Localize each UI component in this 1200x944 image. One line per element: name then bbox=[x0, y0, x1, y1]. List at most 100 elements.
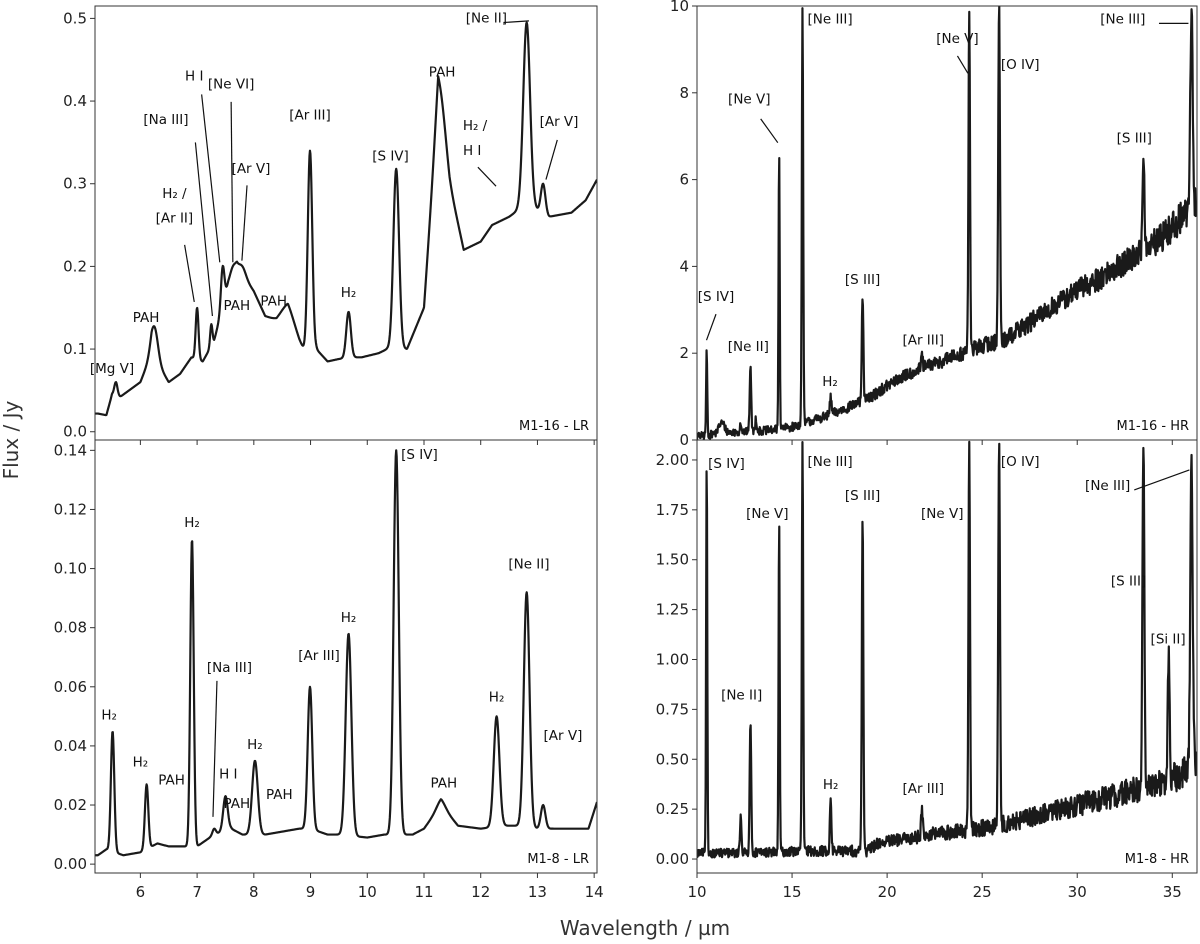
chart-panel-m1-8-hr: 0.00 0.25 0.50 0.75 1.00 1.25 1.50 1.75 2.00 10 15… bbox=[656, 439, 1198, 901]
chart-panel-m1-16-hr: 0 2 4 6 8 10 [S IV] [Ne II] [Ne V] [Ne III] H₂ [S I… bbox=[670, 0, 1198, 449]
line-annotation-label: H I bbox=[185, 68, 203, 84]
y-tick-label: 2 bbox=[679, 344, 689, 362]
line-annotation-label: [Ne III] bbox=[1085, 478, 1130, 494]
x-tick-label: 13 bbox=[528, 883, 547, 901]
line-annotation-label: [Ne II] bbox=[508, 557, 549, 573]
line-annotation-label: [O IV] bbox=[1001, 57, 1040, 73]
spectrum-line bbox=[697, 6, 1197, 440]
line-annotation-label: H₂ bbox=[101, 707, 117, 723]
line-annotation-label: [Na III] bbox=[143, 112, 188, 128]
plot-frame bbox=[94, 439, 598, 874]
line-annotation-label: [S IV] bbox=[708, 456, 745, 472]
line-annotation-label: PAH bbox=[158, 772, 185, 788]
x-tick-label: 25 bbox=[973, 883, 992, 901]
y-tick-label: 8 bbox=[679, 84, 689, 102]
line-annotation-label: [Ne VI] bbox=[208, 77, 254, 93]
x-tick-label: 10 bbox=[687, 883, 706, 901]
x-tick-label: 12 bbox=[471, 883, 490, 901]
y-tick-label: 4 bbox=[679, 257, 689, 275]
line-annotation-label: H I bbox=[219, 766, 237, 782]
line-annotation-label: [S III] bbox=[845, 488, 880, 504]
annotation-leader-line bbox=[477, 166, 497, 187]
y-tick-label: 0.02 bbox=[54, 796, 87, 814]
line-annotation-label: [Ar III] bbox=[298, 648, 340, 664]
chart-panel-m1-8-lr: 0.00 0.02 0.04 0.06 0.08 0.10 0.12 0.14 6 7 8 9 10 11… bbox=[54, 439, 604, 901]
line-annotation-label: H₂ bbox=[247, 737, 263, 753]
y-tick-label: 1.50 bbox=[656, 551, 689, 569]
y-tick-label: 0.04 bbox=[54, 737, 87, 755]
line-annotation-label: [Si II] bbox=[1151, 632, 1186, 648]
y-tick-label: 0.00 bbox=[656, 850, 689, 868]
line-annotation-label: H₂ / bbox=[162, 186, 187, 202]
line-annotation-label: [S III] bbox=[1117, 131, 1152, 147]
annotation-leader-line bbox=[194, 142, 214, 317]
line-annotation-label: [Ne II] bbox=[728, 339, 769, 355]
line-annotation-label: PAH bbox=[431, 775, 458, 791]
y-tick-label: 1.75 bbox=[656, 501, 689, 519]
line-annotation-label: PAH bbox=[223, 796, 250, 812]
x-tick-label: 15 bbox=[783, 883, 802, 901]
line-annotation-label: [S III] bbox=[845, 272, 880, 288]
spectrum-line bbox=[95, 449, 597, 857]
x-tick-label: 14 bbox=[585, 883, 604, 901]
x-tick-label: 20 bbox=[878, 883, 897, 901]
line-annotation-label: [Ne V] bbox=[936, 31, 978, 47]
y-tick-label: 0.50 bbox=[656, 750, 689, 768]
line-annotation-label: [Ar III] bbox=[902, 333, 944, 349]
line-annotation-label: PAH bbox=[429, 64, 456, 80]
line-annotation-label: [S IV] bbox=[401, 447, 438, 463]
line-annotation-label: [Ar III] bbox=[902, 781, 944, 797]
y-tick-label: 0.1 bbox=[63, 340, 87, 358]
spectrum-line bbox=[95, 21, 597, 417]
line-annotation-label: H₂ bbox=[822, 374, 838, 390]
line-annotation-label: [Ne V] bbox=[921, 506, 963, 522]
annotation-leader-line bbox=[545, 139, 558, 180]
panel-tag-label: M1-16 - HR bbox=[1117, 419, 1189, 434]
y-tick-label: 0.06 bbox=[54, 678, 87, 696]
chart-panel-m1-16-lr: 0.0 0.1 0.2 0.3 0.4 0.5 [Mg V] PAH H₂ / [Ar II] [N… bbox=[63, 5, 598, 445]
line-annotation-label: [Ar V] bbox=[232, 161, 271, 177]
y-tick-label: 10 bbox=[670, 0, 689, 15]
y-tick-label: 0.10 bbox=[54, 560, 87, 578]
line-annotation-label: H₂ bbox=[341, 285, 357, 301]
annotation-leader-line bbox=[241, 185, 248, 261]
annotation-leader-line bbox=[230, 101, 234, 263]
x-tick-label: 6 bbox=[136, 883, 146, 901]
annotation-leader-line bbox=[201, 94, 221, 263]
x-tick-label: 35 bbox=[1163, 883, 1182, 901]
y-tick-label: 1.25 bbox=[656, 601, 689, 619]
line-annotation-label: [Mg V] bbox=[90, 361, 134, 377]
y-tick-label: 0.14 bbox=[54, 441, 87, 459]
line-annotation-label: [Ne II] bbox=[466, 11, 507, 27]
line-annotation-label: H₂ bbox=[823, 777, 839, 793]
line-annotation-label: H₂ bbox=[133, 755, 149, 771]
x-tick-label: 10 bbox=[358, 883, 377, 901]
line-annotation-label: H₂ bbox=[341, 610, 357, 626]
annotation-leader-line bbox=[956, 55, 969, 74]
annotation-leader-line bbox=[1134, 469, 1190, 491]
line-annotation-label: [Ne V] bbox=[746, 506, 788, 522]
y-tick-label: 0.4 bbox=[63, 92, 87, 110]
plot-frame bbox=[696, 439, 1198, 874]
annotation-leader-line bbox=[503, 20, 529, 24]
line-annotation-label: PAH bbox=[133, 310, 160, 326]
panel-tag-label: M1-8 - LR bbox=[527, 852, 589, 867]
y-tick-label: 0.08 bbox=[54, 619, 87, 637]
y-tick-label: 0.2 bbox=[63, 257, 87, 275]
line-annotation-label: [Ne III] bbox=[1100, 11, 1145, 27]
line-annotation-label: [Ar V] bbox=[540, 114, 579, 130]
y-tick-label: 0 bbox=[679, 431, 689, 449]
y-tick-label: 0.12 bbox=[54, 500, 87, 518]
y-tick-label: 6 bbox=[679, 171, 689, 189]
spectrum-line bbox=[697, 440, 1197, 859]
x-tick-label: 11 bbox=[414, 883, 433, 901]
line-annotation-label: PAH bbox=[266, 787, 293, 803]
line-annotation-label: [O IV] bbox=[1001, 454, 1040, 470]
y-tick-label: 0.75 bbox=[656, 700, 689, 718]
x-axis-title: Wavelength / µm bbox=[560, 916, 730, 940]
annotation-leader-line bbox=[705, 313, 717, 341]
line-annotation-label: [S III] bbox=[1111, 574, 1146, 590]
y-tick-label: 1.00 bbox=[656, 650, 689, 668]
line-annotation-label: [Ar V] bbox=[544, 728, 583, 744]
